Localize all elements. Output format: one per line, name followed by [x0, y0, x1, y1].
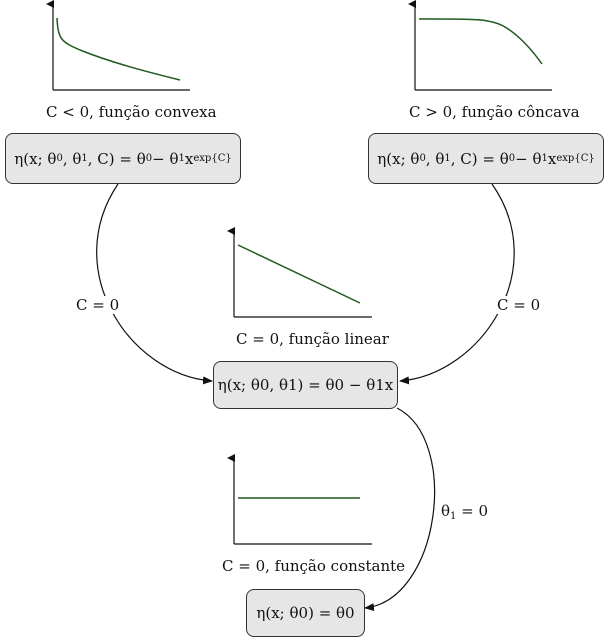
node-left-lhs: η(x; θ [14, 149, 57, 168]
node-right-exp: exp{C} [556, 153, 595, 164]
node-left-rhs: − θ [152, 149, 179, 168]
node-middle-formula: η(x; θ0, θ1) = θ0 − θ1x [213, 361, 398, 409]
edge-bottom-label-rest: = 0 [456, 502, 489, 520]
plot-concave-caption: C > 0, função côncava [409, 103, 580, 121]
node-left-base: x [184, 149, 194, 168]
node-bottom-formula: η(x; θ0) = θ0 [246, 589, 365, 637]
edge-middle-to-bottom [364, 407, 436, 612]
edge-left-to-middle [96, 183, 213, 385]
node-right-base: x [547, 149, 557, 168]
edge-right-label: C = 0 [497, 296, 541, 314]
plot-constant-caption: C = 0, função constante [222, 557, 406, 575]
edge-bottom-label: θ1 = 0 [441, 502, 489, 526]
plot-concave [408, 0, 552, 91]
plot-convex-caption: C < 0, função convexa [46, 103, 217, 121]
plot-linear-curve [237, 244, 361, 304]
plot-concave-curve [418, 18, 543, 65]
edge-left-label: C = 0 [76, 296, 120, 314]
plot-linear [227, 227, 372, 318]
plot-convex-curve [56, 17, 181, 81]
node-left-exp: exp{C} [193, 153, 232, 164]
plot-linear-caption: C = 0, função linear [236, 330, 389, 348]
node-right-rhs: − θ [515, 149, 542, 168]
node-right-args: , C) = θ [450, 149, 509, 168]
node-right-lhs: η(x; θ [377, 149, 420, 168]
node-middle-text: η(x; θ0, θ1) = θ0 − θ1x [217, 376, 394, 394]
node-bottom-text: η(x; θ0) = θ0 [256, 604, 355, 622]
edge-bottom-label-sub: 1 [450, 511, 457, 522]
plot-constant [227, 454, 372, 545]
edge-bottom-label-symbol: θ [441, 502, 451, 520]
plot-convex [46, 0, 190, 91]
edge-right-to-middle [399, 183, 515, 385]
node-left-args: , C) = θ [87, 149, 146, 168]
